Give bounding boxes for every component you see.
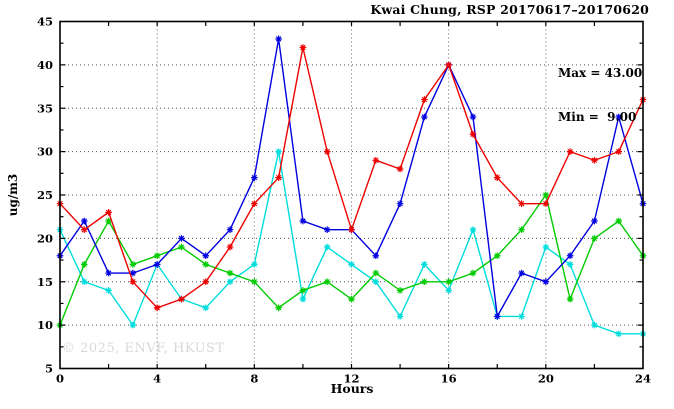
- x-tick-label: 8: [250, 372, 258, 386]
- y-tick-label: 20: [37, 231, 53, 245]
- y-tick-label: 40: [37, 58, 53, 72]
- x-tick-label: 0: [56, 372, 64, 386]
- max-value-label: Max = 43.00: [558, 66, 643, 80]
- x-tick-label: 24: [635, 372, 651, 386]
- chart-title: Kwai Chung, RSP 20170617–20170620: [370, 2, 649, 17]
- y-tick-label: 35: [37, 101, 53, 115]
- y-tick-label: 10: [37, 318, 53, 332]
- axis-ticks: [60, 21, 643, 369]
- y-tick-label: 15: [37, 275, 53, 289]
- y-tick-label: 25: [37, 188, 53, 202]
- gridlines: [60, 21, 643, 369]
- x-tick-label: 12: [343, 372, 359, 386]
- y-tick-label: 30: [37, 145, 53, 159]
- y-tick-label: 5: [45, 362, 53, 376]
- x-tick-label: 4: [153, 372, 161, 386]
- x-tick-label: 16: [441, 372, 457, 386]
- y-tick-label: 45: [37, 15, 53, 29]
- min-value-label: Min = 9.00: [558, 109, 637, 124]
- series-green: [56, 191, 647, 329]
- x-tick-label: 20: [538, 372, 554, 386]
- tick-labels: 0 4 8 12 16 20 24 5 10 15 20 25 30 35 40 45: [37, 15, 651, 386]
- stats-box: Max = 43.00 Min = 9.00: [558, 37, 642, 153]
- watermark: © 2025, ENVF, HKUST: [62, 341, 225, 356]
- y-axis-label: ug/m3: [6, 173, 20, 217]
- x-axis-label: Hours: [330, 381, 374, 396]
